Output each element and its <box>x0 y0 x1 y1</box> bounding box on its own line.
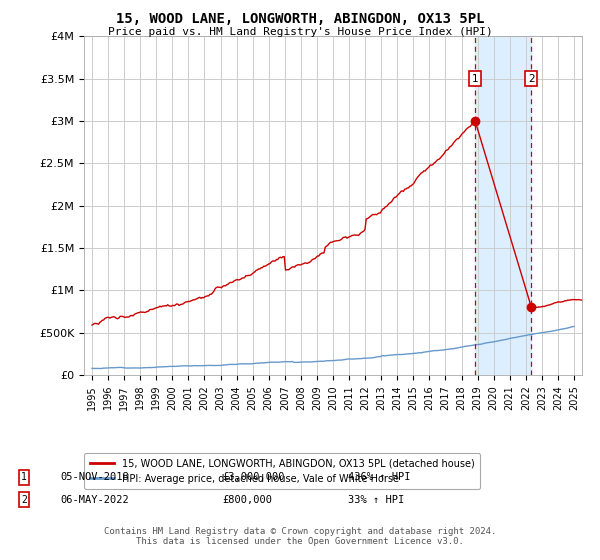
Bar <box>475 36 532 375</box>
Text: Price paid vs. HM Land Registry's House Price Index (HPI): Price paid vs. HM Land Registry's House … <box>107 27 493 37</box>
Text: 06-MAY-2022: 06-MAY-2022 <box>60 494 129 505</box>
Text: £3,000,000: £3,000,000 <box>222 472 284 482</box>
Text: Contains HM Land Registry data © Crown copyright and database right 2024.
This d: Contains HM Land Registry data © Crown c… <box>104 526 496 546</box>
Text: 33% ↑ HPI: 33% ↑ HPI <box>348 494 404 505</box>
Legend: 15, WOOD LANE, LONGWORTH, ABINGDON, OX13 5PL (detached house), HPI: Average pric: 15, WOOD LANE, LONGWORTH, ABINGDON, OX13… <box>84 453 481 489</box>
Text: £800,000: £800,000 <box>222 494 272 505</box>
Text: 15, WOOD LANE, LONGWORTH, ABINGDON, OX13 5PL: 15, WOOD LANE, LONGWORTH, ABINGDON, OX13… <box>116 12 484 26</box>
Text: 05-NOV-2018: 05-NOV-2018 <box>60 472 129 482</box>
Text: 2: 2 <box>21 494 27 505</box>
Text: 1: 1 <box>21 472 27 482</box>
Text: 1: 1 <box>472 74 478 84</box>
Text: 2: 2 <box>528 74 535 84</box>
Text: 436% ↑ HPI: 436% ↑ HPI <box>348 472 410 482</box>
